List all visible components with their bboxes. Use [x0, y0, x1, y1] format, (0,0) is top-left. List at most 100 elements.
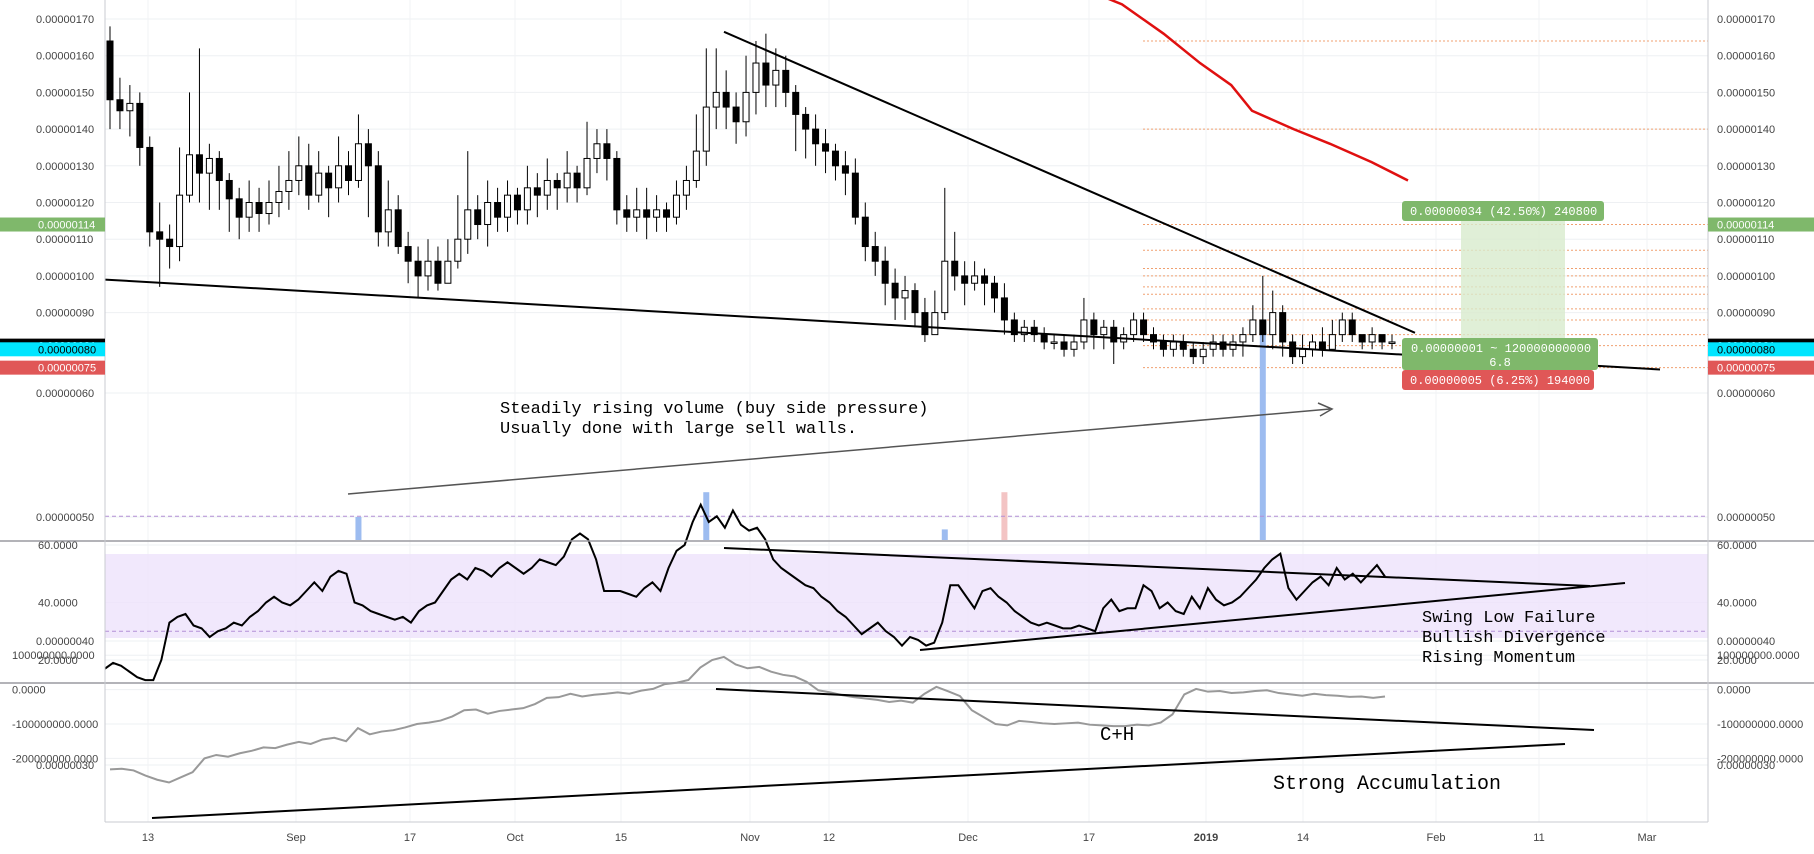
rsi-tick-right: 20.0000 [1717, 655, 1757, 667]
candle-body [1090, 319, 1098, 336]
candle-body [1338, 319, 1346, 336]
price-tick-right: 0.00000140 [1717, 124, 1775, 136]
candle-body [593, 143, 601, 159]
price-tick-right: 0.00000060 [1717, 388, 1775, 400]
candle-body [325, 172, 333, 189]
candle-body [702, 106, 710, 152]
candle-body [623, 209, 631, 218]
candle-body [1130, 319, 1138, 336]
candle-body [1140, 319, 1148, 336]
candle-body [265, 202, 273, 215]
time-tick: 11 [1533, 832, 1544, 844]
rsi-note-line2: Bullish Divergence [1422, 629, 1606, 648]
ad-tick-left: -100000000.0000 [12, 719, 98, 731]
ad-tick-right: -200000000.0000 [1717, 753, 1803, 765]
candle-body [1299, 348, 1307, 358]
candle-body [215, 157, 223, 181]
candle-body [831, 150, 839, 167]
price-badge-right [1708, 360, 1814, 375]
volume-arrow-line [347, 408, 1331, 495]
candle-body [1159, 341, 1167, 350]
candle-body [484, 202, 492, 226]
candle-body [971, 275, 979, 284]
ad-tick-left: 0.0000 [12, 685, 46, 697]
stop-label-text: 0.00000005 (6.25%) 194000 [1410, 374, 1590, 388]
price-tick-right: 0.00000130 [1717, 161, 1775, 173]
candle-body [1269, 312, 1277, 336]
candle-body [444, 260, 452, 284]
price-badge-left [0, 360, 105, 375]
annotations: Steadily rising volume (buy side pressur… [500, 400, 1606, 796]
price-tick-left: 0.00000030 [36, 760, 94, 772]
candle-body [712, 91, 720, 108]
candle-body [1070, 341, 1078, 350]
candle-body [1279, 312, 1287, 343]
panel-frames [0, 0, 1814, 823]
candle-body [235, 198, 243, 218]
rsi-tick-right: 40.0000 [1717, 598, 1757, 610]
candle-body [792, 91, 800, 115]
candle-body [186, 154, 194, 196]
candle-body [176, 194, 184, 248]
candle-body [812, 128, 820, 145]
candle-body [1110, 326, 1118, 343]
candle-body [573, 172, 581, 189]
rsi-note-line1: Swing Low Failure [1422, 609, 1595, 628]
candle-body [990, 282, 998, 299]
candle-body [166, 238, 174, 248]
candle-body [603, 143, 611, 159]
candle-body [345, 165, 353, 181]
price-badge-right [1708, 342, 1814, 357]
candle-body [454, 238, 462, 262]
candle-body [1388, 341, 1396, 344]
candle-body [981, 275, 989, 284]
candle-body [1030, 326, 1038, 336]
price-badge-right-text: 0.00000075 [1717, 363, 1775, 375]
candle-body [1378, 334, 1386, 343]
time-tick: Feb [1427, 832, 1446, 844]
price-tick-right: 0.00000150 [1717, 87, 1775, 99]
price-tick-left: 0.00000100 [36, 271, 94, 283]
volume-note-line1: Steadily rising volume (buy side pressur… [500, 400, 928, 419]
rsi-tick-left: 60.0000 [38, 540, 78, 552]
candle-body [1010, 319, 1018, 336]
candle-body [911, 290, 919, 314]
price-tick-right: 0.00000170 [1717, 14, 1775, 26]
price-tick-left: 0.00000140 [36, 124, 94, 136]
target-zone [1461, 221, 1565, 340]
candle-body [225, 179, 233, 200]
price-tick-left: 0.00000050 [36, 512, 94, 524]
position-labels: 0.00000034 (42.50%) 240800 0.00000001 ~ 1… [1402, 201, 1604, 390]
candlesticks [106, 26, 1396, 364]
candle-body [1169, 341, 1177, 350]
candle-body [1040, 334, 1048, 343]
candle-body [494, 202, 502, 218]
candle-body [156, 231, 164, 240]
candle-body [841, 165, 849, 174]
stop-label-box [1402, 370, 1594, 390]
candle-body [613, 157, 621, 211]
candle-body [106, 40, 114, 101]
entry-ratio-text: 6.8 [1489, 356, 1511, 370]
axes: 0.00000170 0.00000170 0.00000160 0.00000160… [12, 14, 1803, 844]
time-tick: 17 [1083, 832, 1095, 844]
candle-body [1249, 319, 1257, 336]
candle-body [672, 194, 680, 218]
price-tick-right: 0.00000160 [1717, 51, 1775, 63]
candle-body [146, 146, 154, 233]
candle-body [752, 62, 760, 93]
price-tick-left: 0.00000150 [36, 87, 94, 99]
time-tick: Nov [740, 832, 760, 844]
candle-body [434, 260, 442, 284]
price-tick-left: 0.00000110 [36, 234, 93, 246]
volume-bar [1259, 331, 1266, 540]
candle-body [474, 209, 482, 226]
candle-body [861, 216, 869, 248]
candle-body [275, 190, 283, 204]
price-tick-left: 0.00000090 [36, 308, 94, 320]
time-tick: Sep [286, 832, 306, 844]
candle-body [1328, 334, 1336, 350]
candle-body [921, 312, 929, 336]
